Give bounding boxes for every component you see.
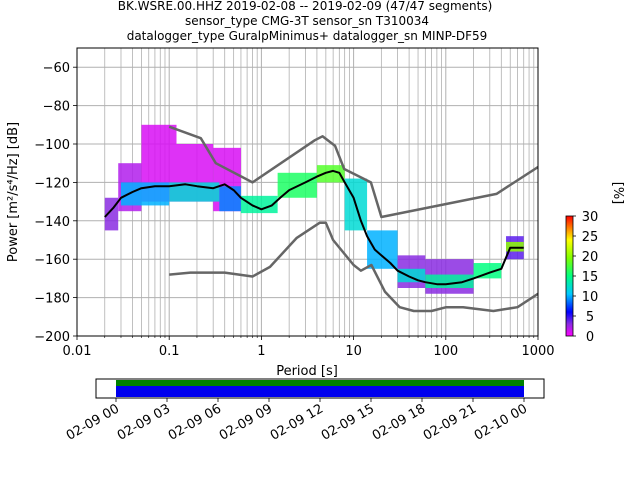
y-tick-label: −60: [43, 61, 70, 76]
noise-models: [168, 125, 538, 313]
timeline-tick-label: 02-09 03: [115, 401, 173, 443]
density-cell: [367, 230, 398, 269]
y-tick-label: −120: [34, 176, 70, 191]
timeline-data-bar: [116, 386, 524, 397]
colorbar-tick-label: 25: [582, 230, 599, 245]
colorbar-tick-label: 30: [582, 210, 599, 225]
timeline-tick-label: 02-09 06: [166, 401, 224, 443]
y-tick-label: −80: [43, 100, 70, 115]
density-cell: [120, 182, 170, 206]
chart-title-line1: BK.WSRE.00.HHZ 2019-02-08 -- 2019-02-09 …: [118, 0, 493, 13]
colorbar-tick-label: 20: [582, 250, 599, 265]
new-low-noise-model-line: [169, 221, 538, 313]
x-tick-label: 1: [257, 344, 265, 359]
x-tick-label: 10: [345, 344, 362, 359]
y-tick-label: −160: [34, 253, 70, 268]
density-cell: [473, 263, 502, 279]
density-cell: [219, 186, 241, 212]
timeline-tick-label: 02-09 21: [421, 401, 479, 443]
chart-title-line2: sensor_type CMG-3T sensor_sn T310034: [185, 14, 429, 28]
colorbar-tick-label: 10: [582, 290, 599, 305]
colorbar-ticks: 0 5 10 15 20 25 30: [573, 210, 598, 345]
y-tick-label: −140: [34, 215, 70, 230]
colorbar-tick-label: 15: [582, 270, 599, 285]
x-axis-ticks: 0.01 0.1 1 10 100 1000: [63, 336, 555, 359]
y-tick-label: −100: [34, 138, 70, 153]
y-axis-label: Power [m²/s⁴/Hz] [dB]: [6, 122, 21, 262]
x-axis-label: Period [s]: [276, 364, 338, 379]
colorbar-tick-label: 5: [586, 310, 594, 325]
timeline-tick-label: 02-09 15: [319, 401, 377, 443]
colorbar-label: [%]: [610, 182, 625, 205]
colorbar: 0 5 10 15 20 25 30 [%]: [565, 182, 625, 345]
colorbar-tick-label: 0: [586, 330, 594, 345]
density-cell: [240, 195, 278, 214]
mode-line-group: [104, 169, 524, 286]
y-axis-ticks: −60 −80 −100 −120 −140 −160 −180 −200: [34, 61, 77, 345]
x-tick-label: 0.01: [63, 344, 92, 359]
colorbar-gradient: [565, 215, 574, 337]
x-tick-label: 1000: [521, 344, 554, 359]
timeline-tick-label: 02-09 09: [217, 401, 275, 443]
density-cell: [316, 165, 345, 183]
mode-line: [104, 169, 524, 286]
timeline-tick-label: 02-09 18: [370, 401, 428, 443]
x-tick-label: 100: [433, 344, 458, 359]
psd-plot: 0.01 0.1 1 10 100 1000 −60 −80 −100 −120 −140 −160…: [6, 47, 555, 379]
density-cell: [397, 268, 426, 283]
y-tick-label: −200: [34, 330, 70, 345]
timeline-tick-label: 02-09 12: [268, 401, 326, 443]
timeline-tick-label: 02-10 00: [472, 401, 530, 443]
y-tick-label: −180: [34, 292, 70, 307]
plot-frame: [76, 47, 539, 337]
timeline-segments-bar: [116, 380, 524, 386]
timeline-tick-label: 02-09 00: [64, 401, 122, 443]
x-tick-label: 0.1: [159, 344, 180, 359]
chart-title-line3: datalogger_type GuralpMinimus+ datalogge…: [127, 29, 488, 43]
new-high-noise-model-line: [168, 125, 538, 219]
